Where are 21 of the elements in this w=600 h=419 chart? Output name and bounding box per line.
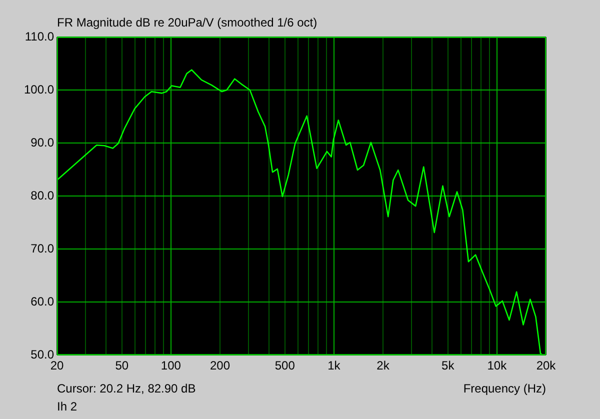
x-tick-label: 2k xyxy=(376,358,390,373)
chart-title: FR Magnitude dB re 20uPa/V (smoothed 1/6 oct) xyxy=(57,15,318,30)
x-tick-label: 100 xyxy=(160,358,182,373)
y-tick-label: 110.0 xyxy=(24,29,54,44)
text: Cursor: 20.2 Hz, 82.90 dB xyxy=(57,381,196,396)
y-tick-label: 100.0 xyxy=(24,82,54,96)
x-tick-label: 200 xyxy=(210,358,230,373)
x-axis-title: Frequency (Hz) xyxy=(463,381,546,396)
y-tick-label: 60.0 xyxy=(30,294,54,308)
x-tick-label: 500 xyxy=(274,358,296,373)
y-tick-label: 80.0 xyxy=(30,188,54,202)
x-tick-label: 50 xyxy=(115,358,129,373)
text: Ih 2 xyxy=(57,399,78,414)
x-tick-label: 1k xyxy=(328,358,342,373)
x-tick-label: 10k xyxy=(487,358,508,373)
x-tick-label: 20k xyxy=(536,358,557,373)
x-tick-label: 20 xyxy=(50,358,64,373)
y-tick-label: 50.0 xyxy=(30,347,54,362)
x-tick-label: 5k xyxy=(442,358,456,373)
y-tick-label: 70.0 xyxy=(30,241,54,256)
y-tick-label: 90.0 xyxy=(30,135,54,150)
